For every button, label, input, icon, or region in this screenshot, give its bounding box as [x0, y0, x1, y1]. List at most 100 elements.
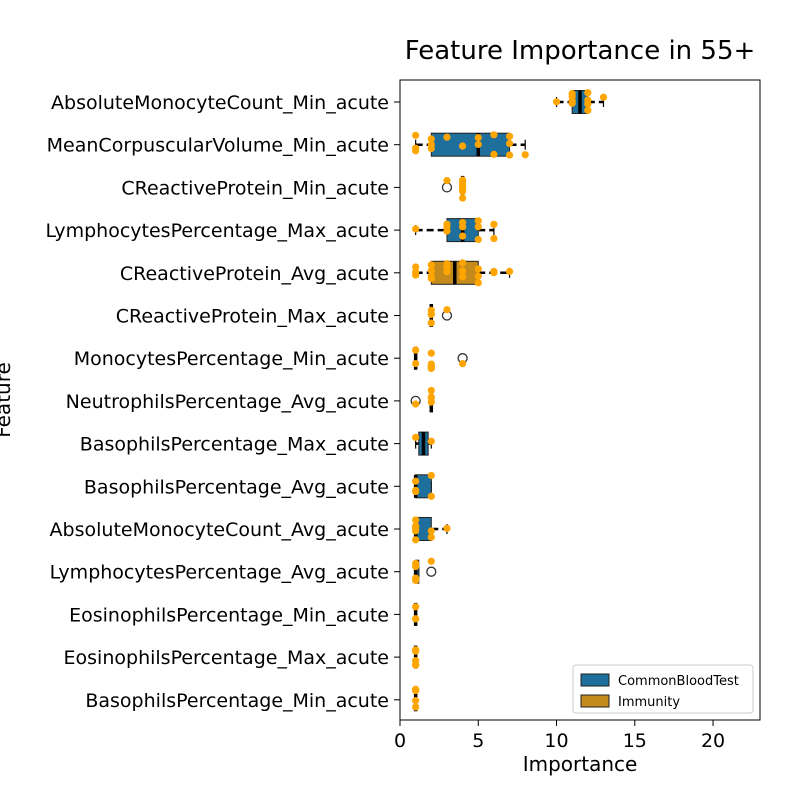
legend-swatch	[580, 673, 610, 687]
data-point	[427, 272, 435, 280]
data-point	[474, 279, 482, 287]
data-point	[443, 260, 451, 268]
data-point	[427, 533, 435, 541]
data-point	[459, 194, 467, 202]
y-tick-label: AbsoluteMonocyteCount_Avg_acute	[50, 519, 389, 541]
data-point	[443, 133, 451, 141]
data-point	[584, 89, 592, 97]
data-point	[490, 269, 498, 277]
data-point	[490, 234, 498, 243]
y-tick-label: MeanCorpuscularVolume_Min_acute	[47, 135, 389, 157]
box-group	[441, 175, 467, 202]
x-tick-label: 0	[394, 730, 406, 752]
data-point	[459, 273, 467, 281]
y-tick-label: AbsoluteMonocyteCount_Min_acute	[51, 92, 389, 114]
data-point	[459, 360, 467, 368]
x-axis-title: Importance	[523, 752, 638, 776]
outlier-point	[426, 566, 437, 577]
data-point	[459, 259, 467, 267]
data-point	[412, 685, 420, 693]
data-point	[443, 176, 451, 185]
plot-frame	[399, 79, 761, 721]
box	[430, 132, 511, 157]
x-tick-label: 5	[472, 730, 484, 752]
box-group	[412, 685, 420, 712]
outlier-point	[441, 182, 453, 193]
box-group	[412, 516, 451, 544]
data-point	[490, 150, 498, 158]
data-point	[490, 220, 498, 228]
data-point	[412, 660, 420, 668]
data-point	[427, 306, 435, 314]
data-point	[459, 187, 467, 195]
y-tick-label: EosinophilsPercentage_Max_acute	[64, 647, 389, 669]
plot-marks	[410, 89, 608, 712]
data-point	[490, 131, 498, 139]
data-point	[505, 267, 514, 276]
legend-swatch	[580, 694, 610, 708]
box-group	[412, 471, 435, 500]
box-group	[410, 386, 435, 413]
data-point	[412, 516, 420, 524]
data-point	[474, 265, 482, 273]
data-point	[443, 524, 451, 532]
y-tick-label: EosinophilsPercentage_Min_acute	[69, 604, 389, 626]
data-point	[412, 477, 420, 485]
x-tick-label: 15	[623, 730, 647, 752]
data-point	[505, 139, 514, 148]
y-axis-title: Feature	[0, 362, 15, 438]
data-point	[427, 319, 435, 327]
y-tick-label: CReactiveProtein_Avg_acute	[120, 263, 389, 285]
box-group	[412, 346, 468, 373]
data-point	[427, 557, 435, 565]
y-tick-label: LymphocytesPercentage_Max_acute	[46, 220, 389, 242]
x-tick-label: 20	[701, 730, 725, 752]
data-point	[427, 471, 435, 480]
legend: CommonBloodTest Immunity	[572, 664, 754, 714]
data-point	[474, 235, 482, 244]
box-group	[412, 557, 437, 585]
data-point	[412, 703, 420, 711]
data-point	[505, 132, 514, 140]
y-tick-label: LymphocytesPercentage_Avg_acute	[50, 562, 389, 584]
data-point	[568, 98, 576, 106]
chart-title: Feature Importance in 55+	[405, 36, 756, 66]
legend-label: Immunity	[618, 695, 680, 710]
data-point	[459, 232, 467, 240]
box-group	[552, 89, 608, 114]
data-point	[505, 151, 514, 159]
data-point	[474, 140, 482, 149]
box-group	[412, 131, 529, 159]
y-tick-label: CReactiveProtein_Max_acute	[116, 306, 389, 328]
data-point	[427, 437, 435, 445]
data-point	[412, 603, 420, 611]
data-point	[584, 106, 592, 114]
legend-label: CommonBloodTest	[618, 674, 739, 689]
y-tick-label: BasophilsPercentage_Max_acute	[80, 434, 389, 456]
data-point	[443, 222, 451, 230]
data-point	[459, 142, 467, 150]
box-group	[412, 217, 498, 244]
data-point	[459, 223, 467, 231]
data-point	[412, 524, 420, 532]
data-point	[474, 272, 482, 280]
data-point	[427, 135, 435, 143]
box-group	[412, 431, 435, 456]
data-point	[412, 487, 420, 496]
data-point	[412, 225, 420, 233]
data-point	[427, 386, 435, 395]
data-point	[599, 93, 608, 101]
data-point	[427, 527, 435, 535]
data-point	[552, 98, 561, 106]
data-point	[474, 223, 482, 231]
data-point	[412, 144, 420, 152]
data-point	[427, 362, 435, 370]
legend-frame	[572, 664, 754, 714]
box-group	[427, 304, 453, 327]
data-point	[412, 263, 420, 271]
y-tick-label: CReactiveProtein_Min_acute	[121, 177, 389, 199]
data-point	[412, 131, 420, 139]
data-point	[427, 492, 435, 500]
y-tick-label: BasophilsPercentage_Min_acute	[85, 690, 389, 712]
